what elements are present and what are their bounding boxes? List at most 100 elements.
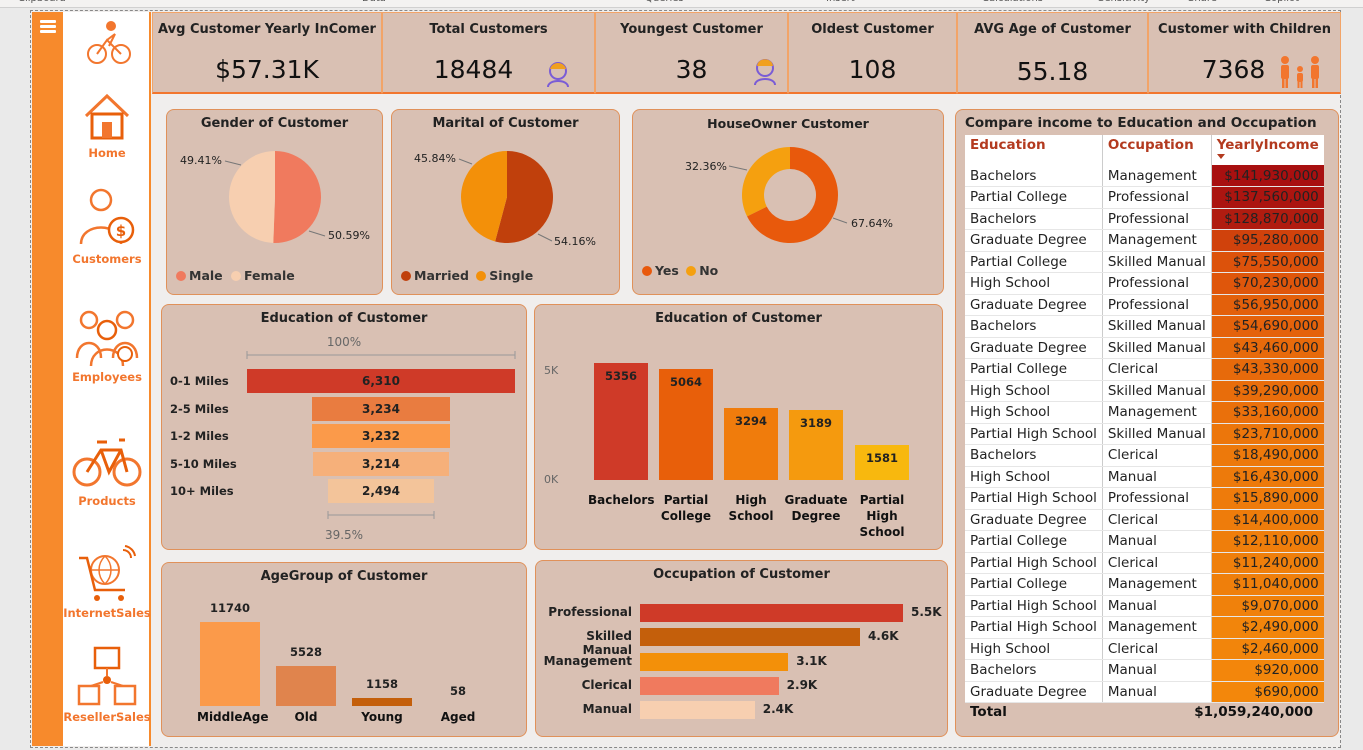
cell-occupation: Manual — [1102, 681, 1212, 703]
funnel-bar[interactable]: 3,234 — [312, 396, 450, 421]
column-bar[interactable] — [789, 410, 843, 480]
table-row[interactable]: Partial High School Clerical $11,240,000 — [965, 552, 1324, 574]
legend-male: Male — [189, 268, 223, 283]
marital-pie[interactable] — [460, 150, 554, 244]
table-row[interactable]: High School Skilled Manual $39,290,000 — [965, 380, 1324, 402]
chart-title: HouseOwner Customer — [707, 116, 869, 131]
column-bar[interactable] — [724, 408, 778, 480]
nav-label-products: Products — [78, 494, 136, 508]
ribbon-label[interactable]: Insert — [826, 0, 855, 4]
cell-occupation: Management — [1102, 401, 1212, 424]
table-row[interactable]: Bachelors Manual $920,000 — [965, 659, 1324, 682]
funnel-bar[interactable]: 3,214 — [312, 451, 450, 476]
cell-occupation: Manual — [1102, 466, 1212, 488]
nav-item-customers[interactable]: $ Customers — [63, 186, 151, 266]
table-row[interactable]: Partial College Management $11,040,000 — [965, 573, 1324, 596]
nav-label-home: Home — [88, 146, 126, 160]
nav-label-resellersales: ResellerSales — [63, 710, 151, 724]
donut-slice-yes[interactable] — [747, 147, 838, 243]
column-category-label: High School — [728, 493, 774, 523]
table-row[interactable]: Graduate Degree Management $95,280,000 — [965, 229, 1324, 252]
age-column-bar[interactable] — [428, 705, 488, 706]
table-row[interactable]: Partial College Skilled Manual $75,550,000 — [965, 251, 1324, 273]
table-row[interactable]: Partial High School Skilled Manual $23,710… — [965, 423, 1324, 445]
cell-occupation: Manual — [1102, 530, 1212, 553]
ribbon-label[interactable]: Clipboard — [18, 0, 66, 4]
ribbon-label[interactable]: Data — [362, 0, 386, 4]
donut-slice-no[interactable] — [742, 147, 790, 217]
header-yearlyincome-label: YearlyIncome — [1216, 137, 1319, 153]
occupation-label: Manual — [582, 702, 632, 717]
column-bar[interactable] — [659, 369, 713, 480]
ribbon-label[interactable]: Sensitivity — [1098, 0, 1150, 4]
funnel-bar[interactable]: 6,310 — [247, 369, 515, 393]
pie-slice-male[interactable] — [273, 151, 322, 243]
funnel-bar[interactable]: 3,232 — [312, 424, 450, 448]
pie-slice-single[interactable] — [461, 151, 507, 242]
table-row[interactable]: Bachelors Skilled Manual $54,690,000 — [965, 315, 1324, 338]
table-row[interactable]: High School Management $33,160,000 — [965, 401, 1324, 424]
pie-label-female: 49.41% — [180, 154, 222, 167]
table-row[interactable]: Bachelors Clerical $18,490,000 — [965, 444, 1324, 467]
cell-yearlyincome: $14,400,000 — [1211, 509, 1324, 531]
column-bar[interactable] — [855, 445, 909, 480]
table-row[interactable]: Graduate Degree Clerical $14,400,000 — [965, 509, 1324, 531]
table-row[interactable]: High School Manual $16,430,000 — [965, 466, 1324, 488]
funnel-brackets — [246, 351, 516, 519]
gender-pie[interactable] — [228, 150, 322, 244]
nav-item-internetsales[interactable]: InternetSales — [63, 544, 151, 620]
pie-slice-female[interactable] — [229, 151, 275, 243]
houseowner-donut[interactable] — [741, 146, 839, 244]
age-column-bar[interactable] — [276, 666, 336, 706]
column-category-label: Bachelors — [588, 493, 655, 507]
table-row[interactable]: Graduate Degree Professional $56,950,000 — [965, 294, 1324, 316]
ribbon-label[interactable]: Copilot — [1264, 0, 1299, 4]
ribbon-label[interactable]: Calculations — [982, 0, 1043, 4]
occupation-bar[interactable] — [640, 604, 903, 622]
legend-swatch — [231, 271, 241, 281]
header-education[interactable]: Education — [965, 135, 1103, 165]
occupation-bar[interactable] — [640, 652, 789, 671]
table-row[interactable]: Partial College Professional $137,560,000 — [965, 186, 1324, 209]
occupation-bar[interactable] — [640, 701, 755, 720]
kpi-customer-children: Customer with Children 7368 — [1148, 12, 1341, 94]
ribbon-label[interactable]: Queries — [645, 0, 684, 4]
nav-label-employees: Employees — [72, 370, 142, 384]
nav-label-internetsales: InternetSales — [63, 606, 151, 620]
table-row[interactable]: High School Professional $70,230,000 — [965, 272, 1324, 295]
table-row[interactable]: Partial High School Management $2,490,000 — [965, 616, 1324, 639]
age-column-bar[interactable] — [352, 697, 412, 706]
age-column-bar[interactable] — [200, 622, 260, 706]
nav-item-home[interactable]: Home — [63, 90, 151, 160]
cell-occupation: Management — [1102, 573, 1212, 596]
table-row[interactable]: Bachelors Professional $128,870,000 — [965, 208, 1324, 230]
table-row[interactable]: Partial College Manual $12,110,000 — [965, 530, 1324, 553]
nav-item-employees[interactable]: Employees — [63, 302, 151, 384]
table-row[interactable]: Bachelors Management $141,930,000 — [965, 165, 1324, 187]
nav-item-products[interactable]: Products — [63, 432, 151, 508]
table-row[interactable]: Partial High School Professional $15,890,0… — [965, 487, 1324, 510]
occupation-bar[interactable] — [640, 676, 779, 695]
table-row[interactable]: Partial College Clerical $43,330,000 — [965, 358, 1324, 381]
total-label: Total — [970, 704, 1007, 720]
nav-item-resellersales[interactable]: ResellerSales — [63, 644, 151, 724]
header-occupation[interactable]: Occupation — [1102, 135, 1212, 165]
distance-funnel-panel: Education of Customer 100% 0-1 Miles 6,31… — [161, 304, 527, 550]
pie-slice-married[interactable] — [495, 151, 553, 243]
total-value: $1,059,240,000 — [1194, 704, 1313, 720]
column-bar[interactable] — [594, 363, 648, 480]
funnel-bar[interactable]: 2,494 — [328, 479, 434, 503]
houseowner-chart-panel: HouseOwner Customer 32.36% 67.64% Yes No — [632, 109, 944, 295]
header-yearlyincome[interactable]: YearlyIncome — [1211, 135, 1324, 165]
cell-yearlyincome: $16,430,000 — [1211, 466, 1324, 488]
table-row[interactable]: High School Clerical $2,460,000 — [965, 638, 1324, 660]
table-row[interactable]: Partial High School Manual $9,070,000 — [965, 595, 1324, 617]
table-row[interactable]: Graduate Degree Manual $690,000 — [965, 681, 1324, 703]
occupation-bar[interactable] — [640, 628, 860, 647]
ribbon-label[interactable]: Share — [1188, 0, 1217, 4]
table-row[interactable]: Graduate Degree Skilled Manual $43,460,000 — [965, 337, 1324, 359]
occupation-value: 4.6K — [867, 629, 899, 644]
side-rail — [32, 12, 63, 746]
cell-yearlyincome: $128,870,000 — [1211, 208, 1324, 230]
hamburger-menu-icon[interactable] — [40, 20, 56, 34]
